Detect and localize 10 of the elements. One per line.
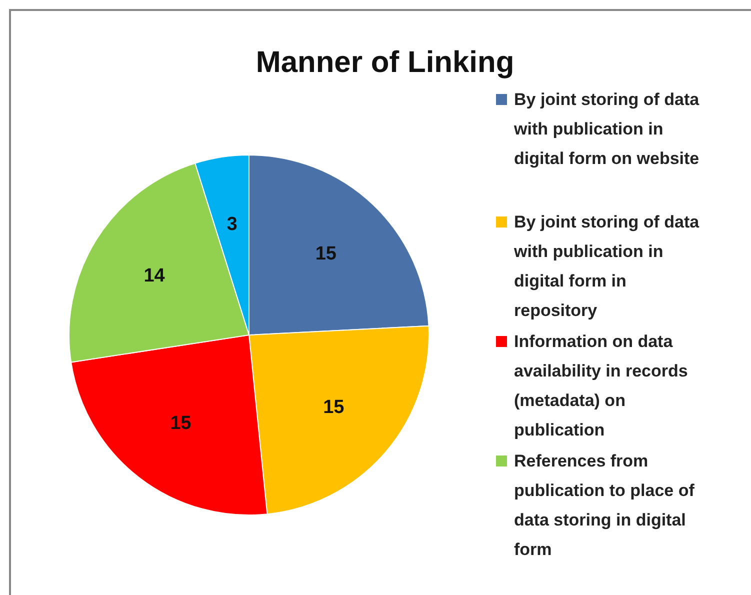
- legend-label: By joint storing of data with publication in digital form in repository: [513, 212, 700, 320]
- data-label: 15: [323, 397, 345, 418]
- data-label: 3: [226, 214, 238, 236]
- data-label: 14: [144, 265, 166, 286]
- data-label: 15: [315, 244, 337, 265]
- legend-label: References from publication to place of data storing in digital form: [514, 452, 695, 559]
- data-label: 15: [170, 412, 192, 434]
- chart-title: Manner of Linking: [256, 46, 514, 79]
- legend-label: Information on data availability in records (metadata) on publication: [514, 332, 688, 440]
- legend-label: By joint storing of data with publication in digital form on website: [513, 90, 700, 168]
